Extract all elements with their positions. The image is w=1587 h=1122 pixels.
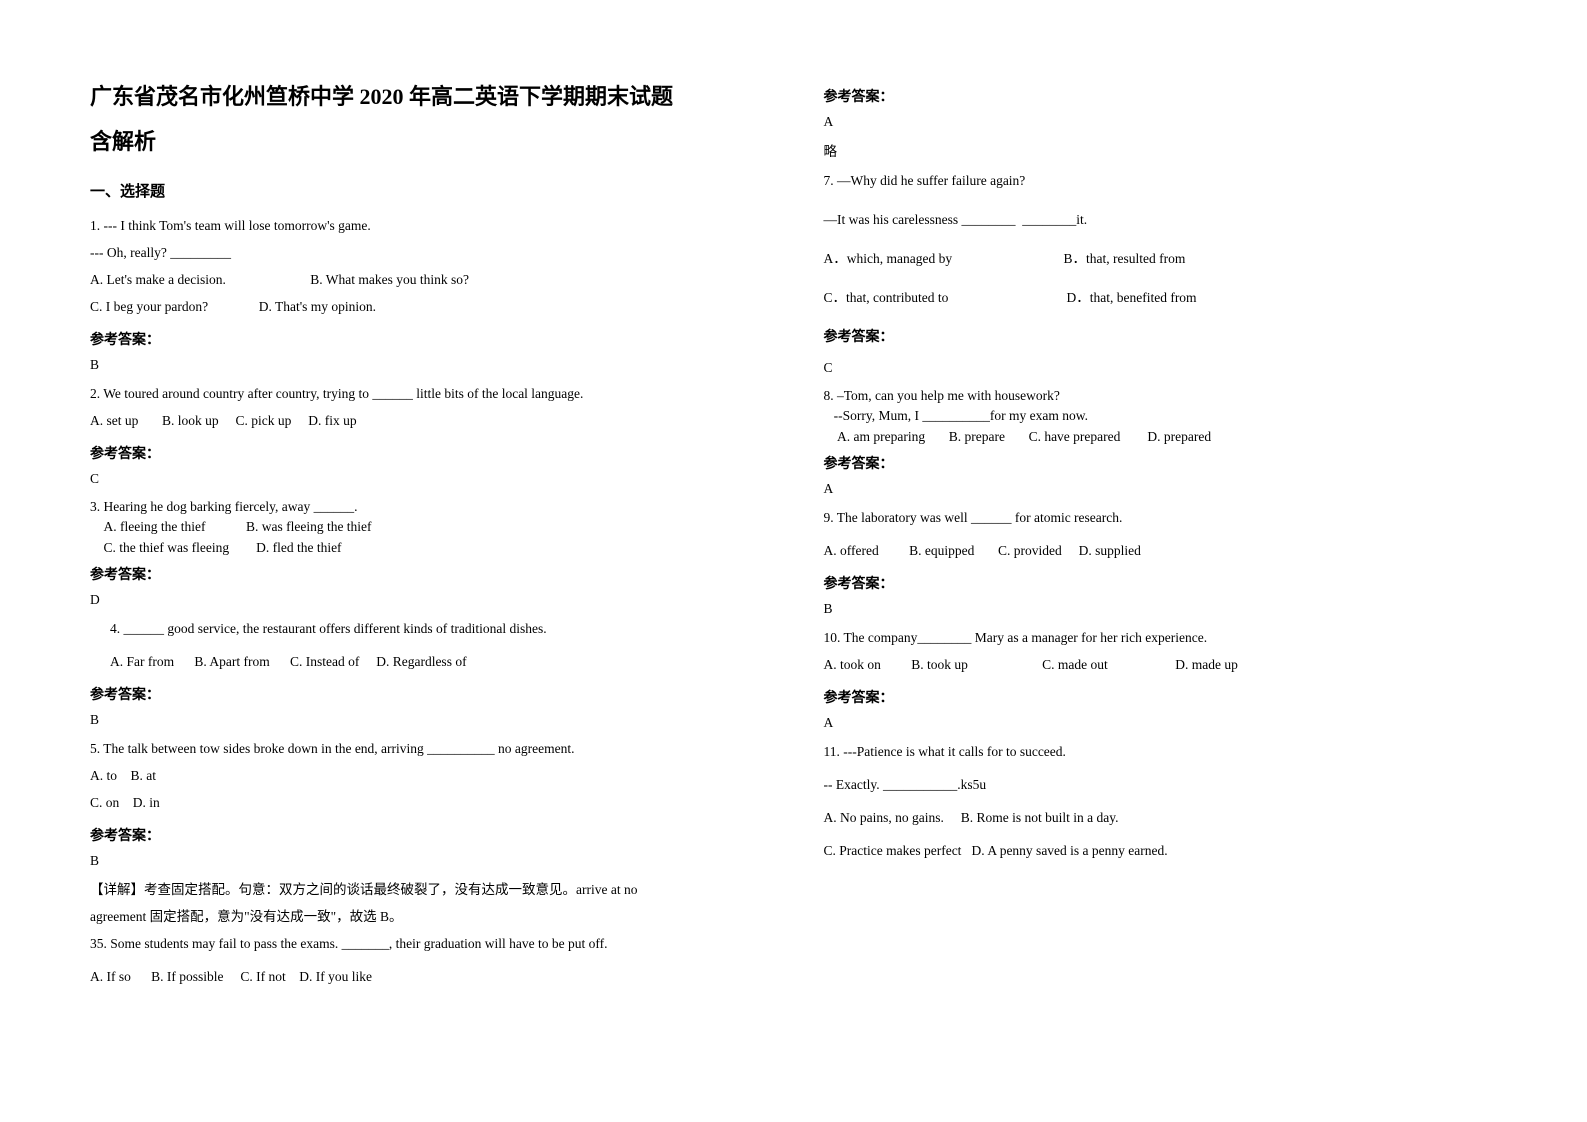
- q9-answer: B: [824, 601, 1498, 617]
- q10-line1: 10. The company________ Mary as a manage…: [824, 627, 1498, 650]
- q10-line2: A. took on B. took up C. made out D. mad…: [824, 654, 1498, 677]
- q7-line2: —It was his carelessness ________ ______…: [824, 209, 1498, 232]
- q7-answer: C: [824, 360, 1498, 376]
- q4-answer: B: [90, 712, 764, 728]
- q1-line4: C. I beg your pardon? D. That's my opini…: [90, 296, 764, 319]
- q2-line1: 2. We toured around country after countr…: [90, 383, 764, 406]
- q8-line1: 8. –Tom, can you help me with housework?: [824, 386, 1498, 406]
- q1-line2: --- Oh, really? _________: [90, 242, 764, 265]
- q7-line1: 7. —Why did he suffer failure again?: [824, 170, 1498, 193]
- q1-answer: B: [90, 357, 764, 373]
- q5-answer: B: [90, 853, 764, 869]
- q3-line2: A. fleeing the thief B. was fleeing the …: [90, 517, 764, 537]
- left-column: 广东省茂名市化州笪桥中学 2020 年高二英语下学期期末试题 含解析 一、选择题…: [90, 80, 764, 1082]
- q9-line1: 9. The laboratory was well ______ for at…: [824, 507, 1498, 530]
- q5-explain1: 【详解】考查固定搭配。句意：双方之间的谈话最终破裂了，没有达成一致意见。arri…: [90, 879, 764, 902]
- q8-line3: A. am preparing B. prepare C. have prepa…: [824, 427, 1498, 447]
- q1-line1: 1. --- I think Tom's team will lose tomo…: [90, 215, 764, 238]
- q7-answer-label: 参考答案：: [824, 326, 1498, 346]
- q6-answer-label: 参考答案：: [824, 86, 1498, 106]
- q10-answer: A: [824, 715, 1498, 731]
- q4-answer-label: 参考答案：: [90, 684, 764, 704]
- q6-omit: 略: [824, 140, 1498, 160]
- q9-answer-label: 参考答案：: [824, 573, 1498, 593]
- q5-line3: C. on D. in: [90, 792, 764, 815]
- q2-answer-label: 参考答案：: [90, 443, 764, 463]
- document-title-line1: 广东省茂名市化州笪桥中学 2020 年高二英语下学期期末试题: [90, 80, 764, 113]
- q3-answer-label: 参考答案：: [90, 564, 764, 584]
- q8-answer-label: 参考答案：: [824, 453, 1498, 473]
- page-container: 广东省茂名市化州笪桥中学 2020 年高二英语下学期期末试题 含解析 一、选择题…: [90, 80, 1497, 1082]
- q11-line2: -- Exactly. ___________.ks5u: [824, 774, 1498, 797]
- q6-line1: 35. Some students may fail to pass the e…: [90, 933, 764, 956]
- q9-line2: A. offered B. equipped C. provided D. su…: [824, 540, 1498, 563]
- q11-line3: A. No pains, no gains. B. Rome is not bu…: [824, 807, 1498, 830]
- q6-line2: A. If so B. If possible C. If not D. If …: [90, 966, 764, 989]
- document-title-line2: 含解析: [90, 125, 764, 158]
- q8-line2: --Sorry, Mum, I __________for my exam no…: [824, 406, 1498, 426]
- q4-line2: A. Far from B. Apart from C. Instead of …: [90, 651, 764, 674]
- q5-answer-label: 参考答案：: [90, 825, 764, 845]
- q1-answer-label: 参考答案：: [90, 329, 764, 349]
- q4-line1: 4. ______ good service, the restaurant o…: [90, 618, 764, 641]
- q5-line2: A. to B. at: [90, 765, 764, 788]
- q3-line3: C. the thief was fleeing D. fled the thi…: [90, 538, 764, 558]
- q3-line1: 3. Hearing he dog barking fiercely, away…: [90, 497, 764, 517]
- q2-line2: A. set up B. look up C. pick up D. fix u…: [90, 410, 764, 433]
- q8-answer: A: [824, 481, 1498, 497]
- q7-line4: C．that, contributed to D．that, benefited…: [824, 287, 1498, 310]
- right-column: 参考答案： A 略 7. —Why did he suffer failure …: [824, 80, 1498, 1082]
- q5-explain2: agreement 固定搭配，意为"没有达成一致"，故选 B。: [90, 906, 764, 929]
- q3-answer: D: [90, 592, 764, 608]
- q11-line4: C. Practice makes perfect D. A penny sav…: [824, 840, 1498, 863]
- q2-answer: C: [90, 471, 764, 487]
- section-header-choice: 一、选择题: [90, 180, 764, 201]
- q7-line3: A．which, managed by B．that, resulted fro…: [824, 248, 1498, 271]
- q6-answer: A: [824, 114, 1498, 130]
- q11-line1: 11. ---Patience is what it calls for to …: [824, 741, 1498, 764]
- q10-answer-label: 参考答案：: [824, 687, 1498, 707]
- q5-line1: 5. The talk between tow sides broke down…: [90, 738, 764, 761]
- q1-line3: A. Let's make a decision. B. What makes …: [90, 269, 764, 292]
